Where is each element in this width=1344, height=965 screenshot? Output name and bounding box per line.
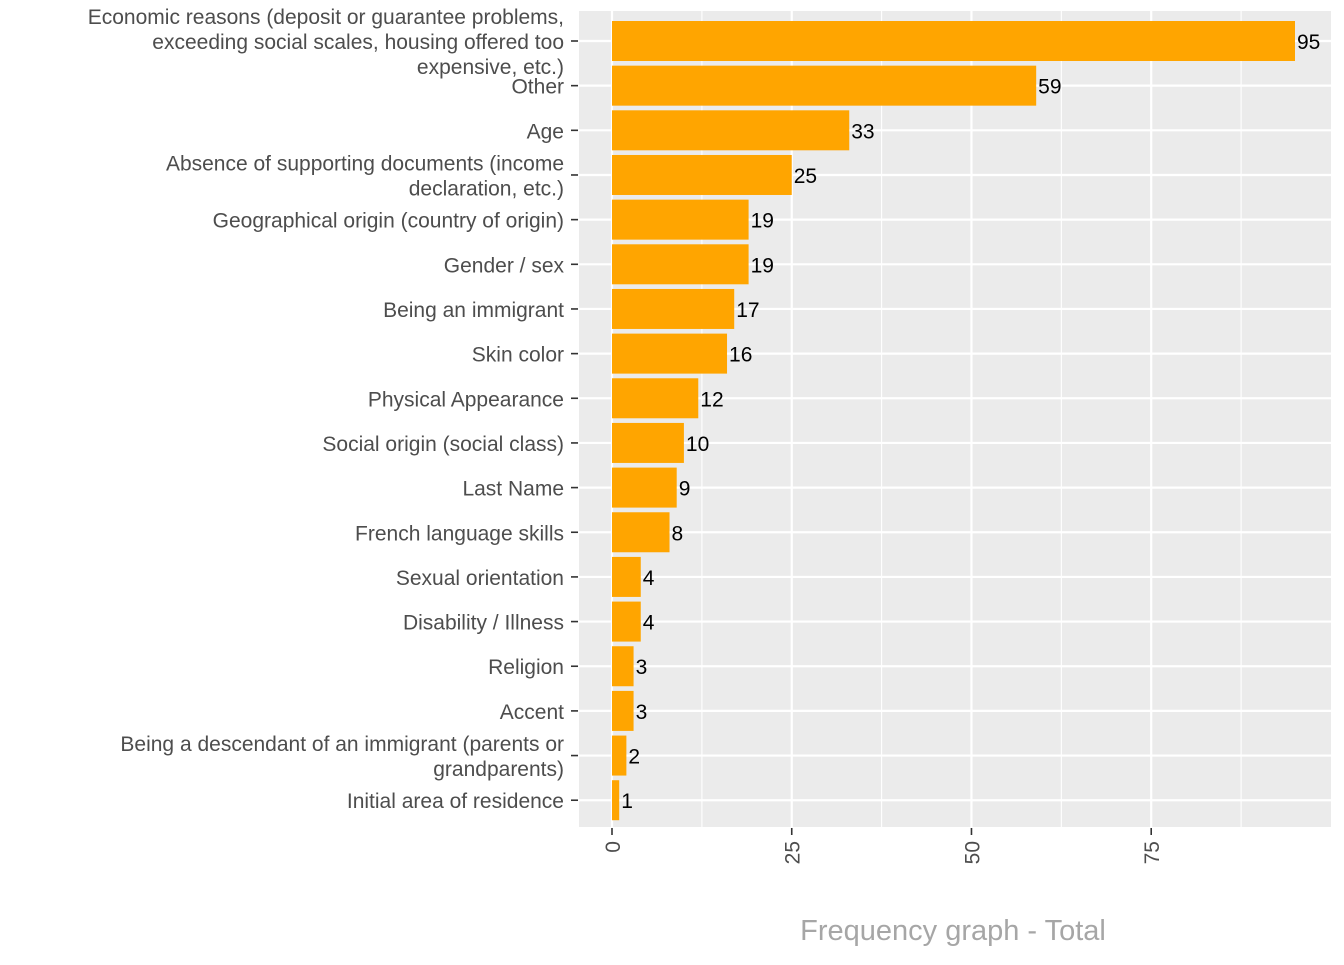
data-label: 33 (851, 120, 874, 143)
data-label: 10 (686, 433, 709, 456)
y-tick-label: Age (527, 120, 564, 143)
y-tick-label: Being an immigrant (383, 299, 564, 322)
y-tick-label-line: Physical Appearance (368, 388, 564, 411)
bar (612, 780, 620, 821)
data-label: 9 (679, 478, 691, 501)
y-axis: Economic reasons (deposit or guarantee p… (88, 6, 578, 813)
y-tick-label-line: Skin color (472, 344, 564, 367)
y-tick-label: Initial area of residence (347, 790, 564, 813)
y-tick-label-line: exceeding social scales, housing offered… (152, 31, 564, 54)
bar (612, 21, 1295, 61)
y-tick-label: French language skills (355, 522, 564, 545)
y-tick-label-line: Accent (500, 701, 564, 724)
data-label: 19 (751, 210, 774, 233)
data-label: 25 (794, 165, 817, 188)
y-tick-label: Last Name (462, 478, 564, 501)
y-tick-label-line: Age (527, 120, 564, 143)
bar (612, 556, 641, 597)
y-tick-label-line: Last Name (462, 478, 564, 501)
y-tick-label: Skin color (472, 344, 564, 367)
data-label: 2 (628, 746, 640, 769)
y-tick-label: Gender / sex (444, 254, 565, 277)
y-tick-label: Accent (500, 701, 564, 724)
y-tick-label-line: Sexual orientation (396, 567, 564, 590)
data-label: 4 (643, 567, 655, 590)
data-label: 3 (636, 701, 648, 724)
bar (612, 601, 641, 642)
x-tick-label: 25 (782, 841, 805, 864)
y-tick-label-line: Absence of supporting documents (income (166, 152, 564, 175)
data-label: 1 (621, 790, 633, 813)
data-label: 12 (700, 388, 723, 411)
data-label: 95 (1297, 31, 1320, 54)
bar (612, 378, 699, 419)
data-label: 3 (636, 656, 648, 679)
y-tick-label-line: French language skills (355, 522, 564, 545)
y-tick-label: Religion (488, 656, 564, 679)
y-tick-label: Geographical origin (country of origin) (213, 210, 564, 233)
y-tick-label: Other (511, 76, 564, 99)
y-tick-label-line: declaration, etc.) (409, 177, 564, 200)
y-tick-label-line: Geographical origin (country of origin) (213, 210, 564, 233)
y-tick-label-line: grandparents) (433, 758, 564, 781)
data-label: 19 (751, 254, 774, 277)
y-tick-label: Disability / Illness (403, 612, 564, 635)
x-tick-label: 50 (961, 841, 984, 864)
bar (612, 110, 850, 151)
bar (612, 512, 670, 553)
y-tick-label: Physical Appearance (368, 388, 564, 411)
bar (612, 333, 728, 374)
data-label: 17 (736, 299, 759, 322)
bar (612, 646, 634, 687)
data-label: 16 (729, 344, 752, 367)
y-tick-label-line: Being a descendant of an immigrant (pare… (120, 733, 564, 756)
bar (612, 288, 735, 329)
bar (612, 735, 627, 776)
bar (612, 690, 634, 731)
bar (612, 199, 749, 240)
y-tick-label-line: Social origin (social class) (322, 433, 564, 456)
y-tick-label-line: Gender / sex (444, 254, 565, 277)
y-tick-label-line: Economic reasons (deposit or guarantee p… (88, 6, 564, 29)
bars (612, 21, 1295, 821)
y-tick-label: Absence of supporting documents (income d… (166, 152, 564, 200)
y-tick-label-line: Initial area of residence (347, 790, 564, 813)
y-tick-label-line: Disability / Illness (403, 612, 564, 635)
y-tick-label-line: expensive, etc.) (417, 56, 564, 79)
x-axis-title: Frequency graph - Total (800, 915, 1106, 947)
data-label: 8 (672, 522, 684, 545)
y-tick-label: Social origin (social class) (322, 433, 564, 456)
bar (612, 422, 684, 463)
y-tick-label: Economic reasons (deposit or guarantee p… (88, 6, 564, 79)
bar (612, 244, 749, 285)
y-tick-label-line: Religion (488, 656, 564, 679)
x-tick-label: 75 (1141, 841, 1164, 864)
bar (612, 154, 792, 195)
y-tick-label-line: Being an immigrant (383, 299, 564, 322)
bar (612, 65, 1037, 106)
x-axis: 0 25 50 75 (602, 828, 1164, 864)
data-label: 4 (643, 612, 655, 635)
y-tick-label: Being a descendant of an immigrant (pare… (120, 733, 564, 781)
bar (612, 467, 677, 508)
y-tick-label: Sexual orientation (396, 567, 564, 590)
y-tick-label-line: Other (511, 76, 564, 99)
data-label: 59 (1038, 76, 1061, 99)
x-tick-label: 0 (602, 841, 625, 853)
